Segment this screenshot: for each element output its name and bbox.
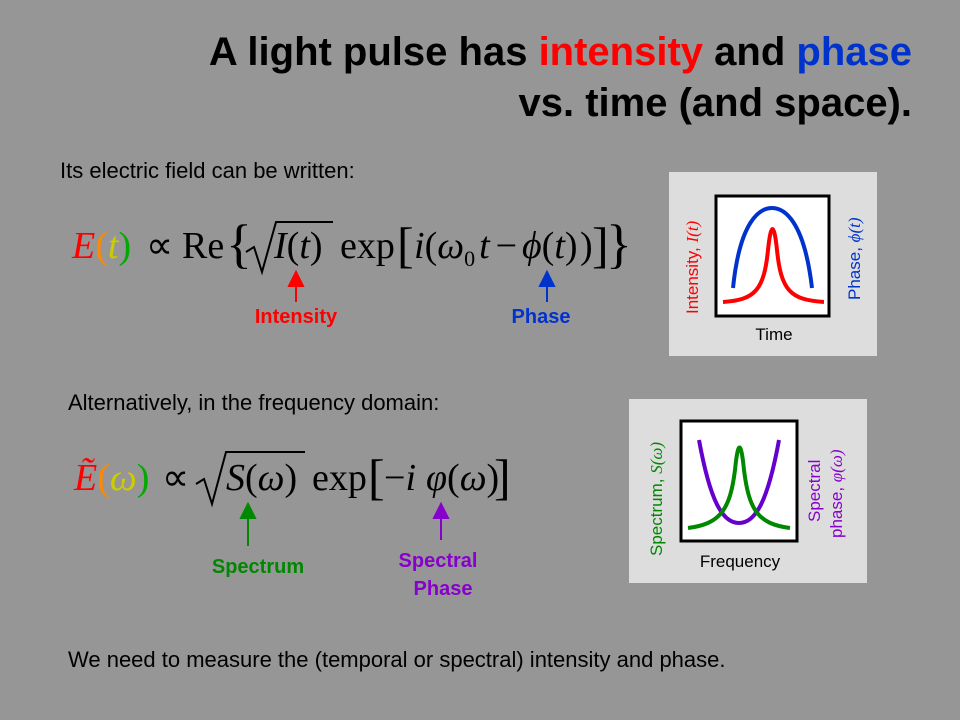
title-part: phase <box>796 30 912 74</box>
eq-part: Ẽ <box>73 457 97 499</box>
intro: Alternatively, in the frequency domain: <box>68 390 439 415</box>
eq-text: φ(ω) <box>426 457 499 499</box>
eq-part: ] <box>494 449 511 505</box>
arrow <box>432 501 450 540</box>
phase-curve <box>731 205 814 289</box>
axis-text: ϕ(t) <box>845 217 864 242</box>
axis-text: Intensity, <box>683 243 702 315</box>
eq-part: ( <box>97 457 110 499</box>
y2-label: Spectral <box>805 460 824 522</box>
arrow <box>239 501 257 546</box>
intro: Its electric field can be written: <box>60 158 355 183</box>
eq-part: − <box>384 457 405 499</box>
eq-part: − <box>496 225 517 267</box>
eq-part: exp <box>340 225 395 267</box>
conclusion: We need to measure the (temporal or spec… <box>68 647 726 672</box>
label: Spectrum <box>212 556 304 578</box>
eq-part: t <box>554 225 566 267</box>
eq-part: [ <box>397 217 414 273</box>
y-label: Intensity, I(t) <box>683 220 702 314</box>
title-part: and <box>703 30 796 74</box>
arrow <box>287 269 305 302</box>
eq-text: I(t) <box>273 225 323 267</box>
y2-label: Phase, ϕ(t) <box>845 217 864 300</box>
eq-part: ) <box>310 225 323 267</box>
eq-part: ] <box>592 217 609 273</box>
eq-part: φ <box>426 457 447 499</box>
eq-part: { <box>226 214 252 274</box>
eq-text: ϕ(t) <box>522 225 578 267</box>
eq-part: S <box>226 457 245 499</box>
x-label: Time <box>755 325 792 344</box>
spectrum-curve <box>687 445 791 530</box>
eq-part: ) <box>137 457 150 499</box>
label: Phase <box>414 578 473 600</box>
eq-part: ω <box>437 225 464 267</box>
eq-part: ∝ <box>162 457 189 499</box>
y-label: Spectrum, S(ω) <box>647 442 666 556</box>
eq-part: ω <box>258 457 285 499</box>
plot-axes <box>714 194 831 318</box>
title-part: intensity <box>539 30 704 74</box>
eq-part: } <box>606 214 632 274</box>
eq-text: Ẽ(ω) <box>73 457 149 499</box>
eq-part: Re <box>182 225 224 267</box>
eq-part: ( <box>95 225 108 267</box>
x-label: Frequency <box>700 552 781 571</box>
label: Phase <box>512 306 571 328</box>
eq-part: ϕ <box>522 225 542 267</box>
axis-text: S(ω) <box>647 442 666 474</box>
eq-part: E <box>71 225 95 267</box>
eq-part: ( <box>287 225 300 267</box>
eq-part: ) <box>565 225 578 267</box>
equation: E(t) ∝ Re { I(t) exp [ i(ω0 t − ϕ(t) ) ] } <box>71 214 632 276</box>
eq-text: S(ω) <box>226 457 297 499</box>
eq-part: t <box>108 225 120 267</box>
title-line-1: A light pulse has intensity and phase <box>209 30 912 74</box>
eq-part: ) <box>487 457 500 499</box>
axis-text: I(t) <box>683 220 702 243</box>
eq-part: exp <box>312 457 367 499</box>
label: Intensity <box>255 306 338 328</box>
intensity-curve <box>722 227 825 304</box>
eq-part: t <box>479 225 491 267</box>
sqrt <box>245 221 333 276</box>
eq-part: ) <box>118 225 131 267</box>
eq-text: E(t) <box>71 225 131 267</box>
eq-part: I <box>273 225 289 267</box>
eq-text: −i <box>384 457 416 499</box>
eq-part: ( <box>447 457 460 499</box>
axis-text: φ(ω) <box>827 449 846 482</box>
axis-text: Spectrum, <box>647 474 666 556</box>
eq-part: ω <box>110 457 137 499</box>
y2-label: phase, φ(ω) <box>827 449 846 538</box>
eq-part: i <box>405 457 416 499</box>
axis-text: phase, <box>827 482 846 538</box>
sqrt <box>195 451 305 508</box>
arrow <box>538 269 556 302</box>
eq-part: ∝ <box>146 225 173 267</box>
title-part: A light pulse has <box>209 30 539 74</box>
title-line-2: vs. time (and space). <box>519 81 912 125</box>
eq-part: t <box>299 225 311 267</box>
eq-part: ( <box>542 225 555 267</box>
eq-part: ) <box>580 225 593 267</box>
eq-part: ) <box>285 457 298 499</box>
label: Spectral <box>399 550 478 572</box>
eq-text: i(ω0 t − <box>414 225 517 271</box>
eq-part: ω <box>460 457 487 499</box>
eq-part: 0 <box>464 246 475 271</box>
spectral-phase-curve <box>697 439 781 526</box>
eq-part: ( <box>245 457 258 499</box>
eq-part: ( <box>425 225 438 267</box>
eq-part: i <box>414 225 425 267</box>
eq-part: [ <box>368 449 385 505</box>
axis-text: Phase, <box>845 242 864 300</box>
